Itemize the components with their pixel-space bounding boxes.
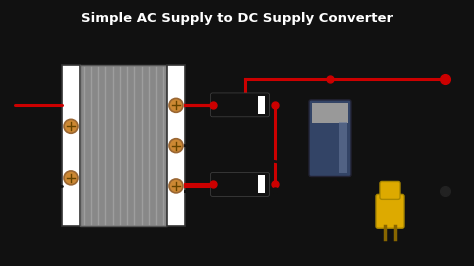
Text: +: + xyxy=(448,60,460,74)
FancyBboxPatch shape xyxy=(380,181,400,199)
Bar xyxy=(80,65,167,226)
Text: Input
220 V
AC: Input 220 V AC xyxy=(33,131,57,161)
FancyBboxPatch shape xyxy=(309,100,351,176)
FancyBboxPatch shape xyxy=(376,194,404,228)
Text: Capacitor: Capacitor xyxy=(350,151,397,161)
Circle shape xyxy=(169,179,183,193)
Text: Simple AC Supply to DC Supply Converter: Simple AC Supply to DC Supply Converter xyxy=(81,12,393,25)
Text: Transformer: Transformer xyxy=(85,240,161,250)
Bar xyxy=(258,176,265,193)
Text: Input 220 volt     Output 12-0-12: Input 220 volt Output 12-0-12 xyxy=(110,250,250,259)
Text: Output
12 Volt
DC: Output 12 Volt DC xyxy=(450,110,474,140)
Bar xyxy=(312,103,348,123)
FancyBboxPatch shape xyxy=(210,93,270,117)
Bar xyxy=(258,96,265,114)
Bar xyxy=(339,122,347,173)
Text: −: − xyxy=(448,198,457,208)
Bar xyxy=(62,65,80,226)
Circle shape xyxy=(64,171,78,185)
Text: Diode: Diode xyxy=(226,198,254,208)
FancyBboxPatch shape xyxy=(210,173,270,196)
Circle shape xyxy=(169,98,183,112)
Text: Electrical
Technician: Electrical Technician xyxy=(406,208,443,219)
Circle shape xyxy=(169,139,183,153)
Bar xyxy=(167,65,185,226)
Circle shape xyxy=(64,119,78,133)
Text: Diode: Diode xyxy=(226,119,254,129)
